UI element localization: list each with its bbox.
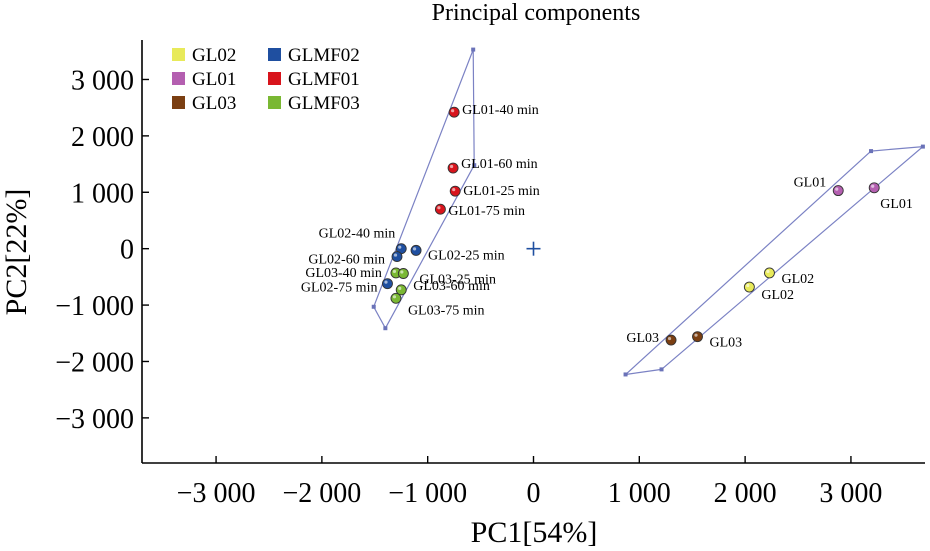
data-point <box>692 331 703 343</box>
point-label: GL02 <box>781 272 814 287</box>
point-label: GL02-25 min <box>428 248 505 263</box>
legend-swatch <box>172 48 185 61</box>
legend-label: GL01 <box>192 69 236 90</box>
hull-vertex <box>383 326 388 331</box>
point-layer <box>382 106 880 346</box>
data-point-highlight <box>694 333 698 337</box>
point-label: GL03-25 min <box>419 272 496 287</box>
data-point <box>449 185 461 197</box>
y-tick-label: 1 000 <box>71 178 134 209</box>
point-label: GL01-60 min <box>461 157 538 172</box>
legend-label: GLMF02 <box>288 45 360 66</box>
legend-swatch <box>268 48 281 61</box>
x-tick-label: 3 000 <box>819 478 882 509</box>
point-label: GL02-40 min <box>319 227 396 242</box>
data-point-highlight <box>451 109 455 113</box>
data-point-highlight <box>452 188 456 192</box>
point-label: GL01-40 min <box>462 103 539 118</box>
legend-label: GLMF03 <box>288 93 360 114</box>
data-point-highlight <box>398 286 402 290</box>
chart-title: Principal components <box>432 0 641 26</box>
data-point <box>410 244 422 256</box>
hull-vertex <box>472 163 477 168</box>
x-tick-label: 2 000 <box>714 478 777 509</box>
data-point-highlight <box>398 245 402 249</box>
y-tick-label: 3 000 <box>71 65 134 96</box>
data-point-highlight <box>392 295 397 299</box>
data-point-highlight <box>412 247 417 251</box>
legend-swatch <box>172 72 185 85</box>
data-point <box>448 106 460 118</box>
legend-swatch <box>268 96 281 109</box>
data-point <box>832 185 844 197</box>
x-tick-label: −3 000 <box>177 478 256 509</box>
point-label: GL03 <box>626 331 659 346</box>
x-tick-label: −1 000 <box>388 478 467 509</box>
data-point <box>390 292 402 304</box>
data-point <box>868 182 880 194</box>
y-tick-label: −2 000 <box>55 347 134 378</box>
x-tick-label: 0 <box>527 478 541 509</box>
data-point-highlight <box>835 187 839 191</box>
data-point <box>382 278 393 290</box>
y-tick-label: −3 000 <box>55 404 134 435</box>
legend-swatch <box>172 96 185 109</box>
legend-swatch <box>268 72 281 85</box>
data-point-highlight <box>667 336 672 341</box>
point-label: GL02 <box>761 288 794 303</box>
hull-vertex <box>371 304 376 309</box>
y-tick-label: −1 000 <box>55 291 134 322</box>
hull-vertex <box>659 367 664 372</box>
data-point-highlight <box>384 280 388 284</box>
hull-vertex <box>869 149 874 154</box>
data-point-highlight <box>437 206 441 210</box>
y-tick-label: 0 <box>120 235 134 266</box>
data-point-highlight <box>392 269 397 274</box>
x-tick-layer: −3 000 −2 000 −1 000 0 1 000 2 000 3 000 <box>177 456 882 509</box>
legend-label: GLMF01 <box>288 69 360 90</box>
point-label: GL02-60 min <box>308 253 385 268</box>
data-point <box>665 334 677 346</box>
data-point-highlight <box>393 253 398 257</box>
hull-vertex <box>471 47 476 52</box>
legend-label: GL02 <box>192 45 236 66</box>
data-point-highlight <box>746 283 750 288</box>
data-point <box>764 267 775 279</box>
data-point <box>391 251 403 263</box>
y-axis-label: PC2[22%] <box>0 189 33 316</box>
data-point-highlight <box>400 270 404 274</box>
point-label: GL03 <box>710 336 743 351</box>
point-label: GL01-75 min <box>448 204 525 219</box>
point-label: GL03-40 min <box>305 266 382 281</box>
data-point <box>743 281 755 293</box>
point-label-layer: GL01-40 min GL01-60 min GL01-25 min GL01-75… <box>301 103 913 350</box>
x-tick-label: 1 000 <box>608 478 671 509</box>
point-label: GL01-25 min <box>463 184 540 199</box>
point-label: GL01 <box>880 197 913 212</box>
y-tick-layer: 3 000 2 000 1 000 0 −1 000 −2 000 −3 000 <box>55 65 149 435</box>
data-point-highlight <box>871 184 875 188</box>
point-label: GL02-75 min <box>301 281 378 296</box>
legend-label: GL03 <box>192 93 236 114</box>
point-label: GL01 <box>794 176 827 191</box>
point-label: GL03-75 min <box>408 303 485 318</box>
hull-vertex <box>623 372 628 377</box>
hull-layer <box>371 47 925 377</box>
data-point <box>447 162 459 174</box>
origin-marker-layer <box>526 241 541 256</box>
data-point-highlight <box>766 269 770 274</box>
hull-vertex <box>920 144 925 149</box>
data-point <box>397 268 409 279</box>
y-tick-label: 2 000 <box>71 122 134 153</box>
data-point-highlight <box>449 164 454 169</box>
legend: GL02 GLMF02 GL01 GLMF01 GL03 GLMF03 <box>172 45 360 114</box>
x-axis-label: PC1[54%] <box>471 516 598 549</box>
data-point <box>434 203 446 215</box>
point-label: GL03-60 min <box>413 279 490 294</box>
x-tick-label: −2 000 <box>282 478 361 509</box>
